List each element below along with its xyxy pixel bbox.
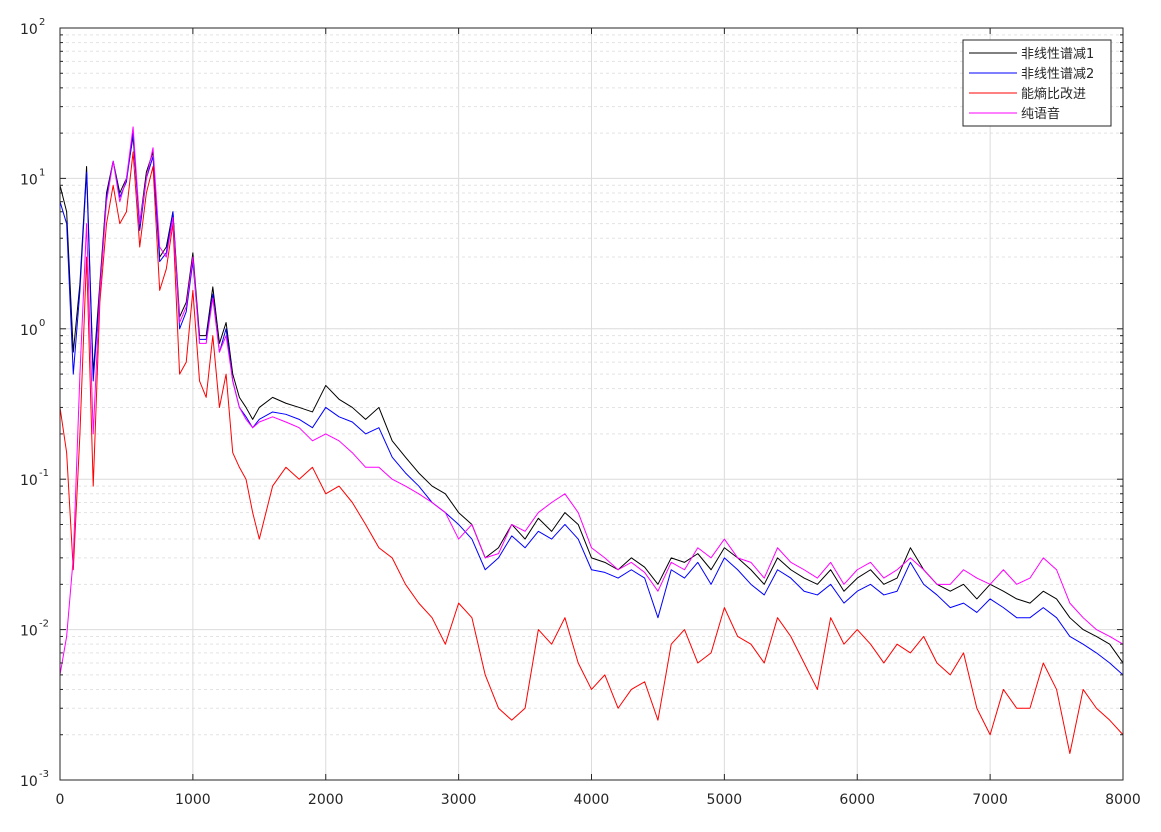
y-tick-label-base: 10 <box>20 22 38 38</box>
y-tick-label-exponent: 2 <box>39 17 45 28</box>
legend-label: 非线性谱减2 <box>1021 67 1094 82</box>
x-tick-label: 7000 <box>972 792 1008 808</box>
series-line-2 <box>59 132 1124 676</box>
y-tick-label: 10 -2 <box>20 619 49 640</box>
y-tick-label: 10 -1 <box>20 468 49 489</box>
x-tick-label: 3000 <box>441 792 477 808</box>
y-tick-label: 10 0 <box>20 318 45 339</box>
x-tick-label: 1000 <box>175 792 211 808</box>
y-tick-label-exponent: -1 <box>39 468 49 479</box>
legend-label: 能熵比改进 <box>1021 86 1086 102</box>
y-tick-label-exponent: 1 <box>39 167 45 178</box>
y-tick-label-exponent: -3 <box>39 769 49 780</box>
x-tick-label: 6000 <box>839 792 875 808</box>
y-tick-label: 10 -3 <box>20 769 49 790</box>
legend-label: 纯语音 <box>1021 106 1060 122</box>
y-tick-label-base: 10 <box>20 473 38 489</box>
y-tick-label-base: 10 <box>20 323 38 339</box>
y-tick-label-base: 10 <box>20 624 38 640</box>
y-tick-label-exponent: 0 <box>39 318 45 329</box>
legend-label: 非线性谱减1 <box>1021 47 1094 62</box>
y-tick-label: 10 1 <box>20 167 45 188</box>
series-line-3 <box>59 151 1124 755</box>
x-tick-label: 2000 <box>308 792 344 808</box>
x-tick-label: 5000 <box>707 792 743 808</box>
x-tick-label: 8000 <box>1105 792 1141 808</box>
y-tick-label-base: 10 <box>20 172 38 188</box>
grid-lines <box>59 27 1124 781</box>
y-tick-label-exponent: -2 <box>39 619 49 630</box>
y-tick-label: 10 2 <box>20 17 45 38</box>
x-tick-label: 0 <box>56 792 65 808</box>
series-line-4 <box>59 126 1124 675</box>
series-lines <box>59 126 1124 755</box>
series-line-1 <box>59 135 1124 664</box>
x-tick-label: 4000 <box>574 792 610 808</box>
y-tick-label-base: 10 <box>20 774 38 790</box>
legend-box <box>962 39 1112 127</box>
